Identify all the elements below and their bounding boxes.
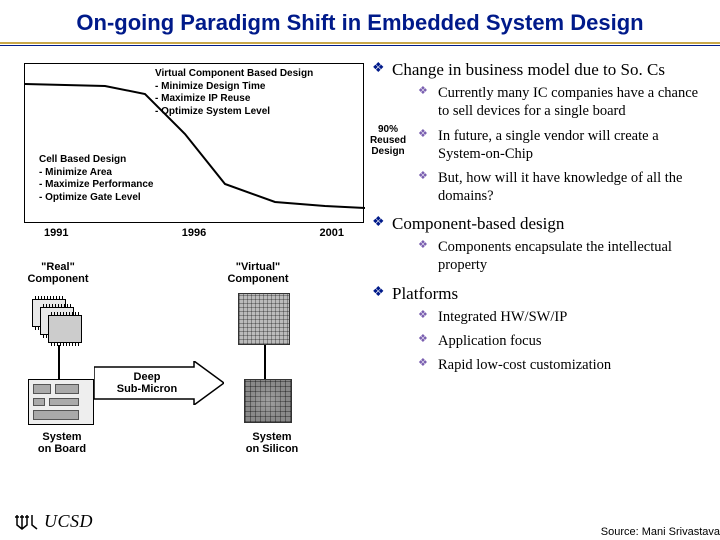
system-on-silicon-label: Systemon Silicon bbox=[232, 431, 312, 455]
graph-bottom-annotation: Cell Based Design - Minimize Area - Maxi… bbox=[39, 154, 154, 204]
graph-top-line: - Optimize System Level bbox=[155, 106, 313, 119]
left-column: 90%NewDesign 90%ReusedDesign Virtual Com… bbox=[0, 55, 370, 481]
paradigm-graph: 90%ReusedDesign Virtual Component Based … bbox=[24, 63, 364, 223]
graph-bot-title: Cell Based Design bbox=[39, 154, 154, 167]
bullet-text: Component-based design bbox=[392, 214, 564, 233]
real-component-label: "Real"Component bbox=[18, 261, 98, 285]
logo-text: UCSD bbox=[44, 511, 93, 532]
lower-diagram: "Real"Component "Virtual"Component bbox=[18, 261, 366, 481]
graph-bot-line: - Maximize Performance bbox=[39, 179, 154, 192]
graph-bot-line: - Minimize Area bbox=[39, 167, 154, 180]
bullet-lvl2: Application focus bbox=[418, 332, 706, 350]
bullet-lvl2: Components encapsulate the intellectual … bbox=[418, 238, 706, 274]
system-on-board-label: Systemon Board bbox=[22, 431, 102, 455]
arrow-label: DeepSub-Micron bbox=[94, 371, 200, 395]
bullet-text: In future, a single vendor will create a… bbox=[438, 128, 659, 162]
ucsd-logo: UCSD bbox=[14, 511, 93, 532]
bullet-lvl1: Component-based design Components encaps… bbox=[372, 213, 706, 275]
connector-line bbox=[58, 345, 60, 379]
bullet-lvl2: In future, a single vendor will create a… bbox=[418, 127, 706, 163]
graph-top-line: - Minimize Design Time bbox=[155, 81, 313, 94]
graph-top-line: - Maximize IP Reuse bbox=[155, 93, 313, 106]
bullet-text: Change in business model due to So. Cs bbox=[392, 60, 665, 79]
content-area: 90%NewDesign 90%ReusedDesign Virtual Com… bbox=[0, 45, 720, 481]
bullet-lvl1: Change in business model due to So. Cs C… bbox=[372, 59, 706, 205]
x-tick: 1991 bbox=[44, 227, 68, 239]
board-icon bbox=[28, 379, 94, 425]
bullet-list: Change in business model due to So. Cs C… bbox=[372, 59, 706, 374]
slide-title: On-going Paradigm Shift in Embedded Syst… bbox=[0, 0, 720, 40]
bullet-text: Rapid low-cost customization bbox=[438, 357, 611, 373]
virtual-component-label: "Virtual"Component bbox=[218, 261, 298, 285]
chip-stack-icon bbox=[32, 299, 84, 345]
connector-line bbox=[264, 345, 266, 379]
bullet-lvl2: Currently many IC companies have a chanc… bbox=[418, 84, 706, 120]
bullet-lvl2: But, how will it have knowledge of all t… bbox=[418, 169, 706, 205]
bullet-text: Application focus bbox=[438, 333, 542, 349]
trident-icon bbox=[14, 513, 40, 531]
graph-left-axis-label: 90%NewDesign bbox=[0, 123, 6, 156]
bullet-text: Currently many IC companies have a chanc… bbox=[438, 85, 698, 119]
silicon-die-icon bbox=[244, 379, 292, 423]
x-tick: 1996 bbox=[182, 227, 206, 239]
bullet-lvl2: Integrated HW/SW/IP bbox=[418, 308, 706, 326]
right-column: Change in business model due to So. Cs C… bbox=[370, 55, 710, 481]
title-text: On-going Paradigm Shift in Embedded Syst… bbox=[76, 10, 643, 35]
deep-submicron-arrow: DeepSub-Micron bbox=[94, 361, 224, 405]
bullet-text: Integrated HW/SW/IP bbox=[438, 309, 567, 325]
x-tick: 2001 bbox=[320, 227, 344, 239]
source-footer: Source: Mani Srivastava bbox=[601, 526, 720, 538]
graph-x-axis: 1991 1996 2001 bbox=[24, 223, 364, 239]
graph-bot-line: - Optimize Gate Level bbox=[39, 192, 154, 205]
graph-top-annotation: Virtual Component Based Design - Minimiz… bbox=[155, 68, 313, 118]
bullet-text: Components encapsulate the intellectual … bbox=[438, 239, 672, 273]
bullet-text: But, how will it have knowledge of all t… bbox=[438, 170, 682, 204]
bullet-text: Platforms bbox=[392, 284, 458, 303]
bullet-lvl2: Rapid low-cost customization bbox=[418, 356, 706, 374]
virtual-chip-icon bbox=[238, 293, 290, 345]
graph-top-title: Virtual Component Based Design bbox=[155, 68, 313, 81]
bullet-lvl1: Platforms Integrated HW/SW/IP Applicatio… bbox=[372, 283, 706, 375]
